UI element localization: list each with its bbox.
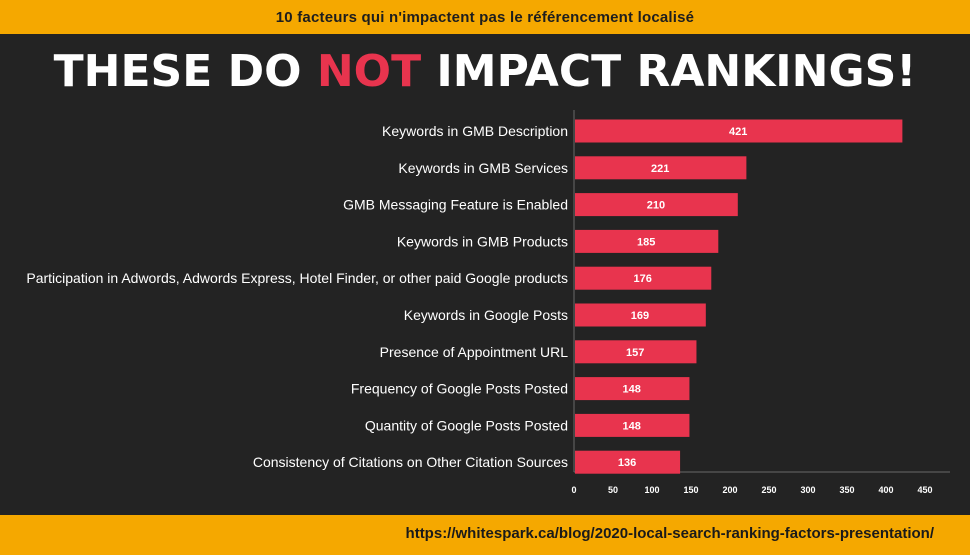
bar <box>575 229 719 253</box>
bar <box>575 340 697 364</box>
category-label: Keywords in GMB Services <box>398 160 568 176</box>
category-label: Frequency of Google Posts Posted <box>351 381 568 397</box>
bar <box>575 450 681 474</box>
data-label: 421 <box>729 126 747 138</box>
data-label: 169 <box>631 310 649 322</box>
x-tick-label: 150 <box>683 485 698 495</box>
x-tick-label: 350 <box>839 485 854 495</box>
data-label: 221 <box>651 163 669 175</box>
x-tick-label: 450 <box>917 485 932 495</box>
category-label: Presence of Appointment URL <box>380 344 569 360</box>
subtitle-banner: 10 facteurs qui n'impactent pas le référ… <box>0 0 970 34</box>
category-label: Consistency of Citations on Other Citati… <box>253 454 568 470</box>
x-tick-label: 400 <box>878 485 893 495</box>
data-label: 148 <box>623 420 641 432</box>
x-tick-label: 100 <box>644 485 659 495</box>
data-label: 157 <box>626 347 644 359</box>
bar <box>575 266 712 290</box>
data-label: 210 <box>647 200 665 212</box>
x-tick-label: 250 <box>761 485 776 495</box>
category-label: Quantity of Google Posts Posted <box>365 417 568 433</box>
bar <box>575 119 903 143</box>
bar-chart: Keywords in GMB Description 421 Keywords i… <box>26 110 950 495</box>
source-url: https://whitespark.ca/blog/2020-local-se… <box>405 525 934 542</box>
data-label: 148 <box>623 384 641 396</box>
bar <box>575 413 690 437</box>
data-label: 136 <box>618 457 636 469</box>
category-label: Participation in Adwords, Adwords Expres… <box>26 270 568 286</box>
headline-pre: THESE DO <box>53 46 317 97</box>
category-label: Keywords in GMB Products <box>397 233 568 249</box>
source-banner: https://whitespark.ca/blog/2020-local-se… <box>0 515 970 555</box>
category-label: Keywords in GMB Description <box>382 123 568 139</box>
headline-accent: NOT <box>316 46 422 97</box>
category-label: GMB Messaging Feature is Enabled <box>343 197 568 213</box>
x-tick-label: 200 <box>722 485 737 495</box>
category-label: Keywords in Google Posts <box>404 307 568 323</box>
x-tick-label: 50 <box>608 485 618 495</box>
data-label: 176 <box>633 273 651 285</box>
bar <box>575 156 747 180</box>
bar <box>575 303 706 327</box>
x-tick-label: 0 <box>571 485 576 495</box>
bar <box>575 193 738 217</box>
subtitle-text: 10 facteurs qui n'impactent pas le référ… <box>275 8 695 26</box>
x-tick-label: 300 <box>800 485 815 495</box>
headline: THESE DO NOT IMPACT RANKINGS! <box>0 40 970 104</box>
headline-post: IMPACT RANKINGS! <box>421 46 917 97</box>
data-label: 185 <box>637 236 655 248</box>
bar <box>575 377 690 401</box>
